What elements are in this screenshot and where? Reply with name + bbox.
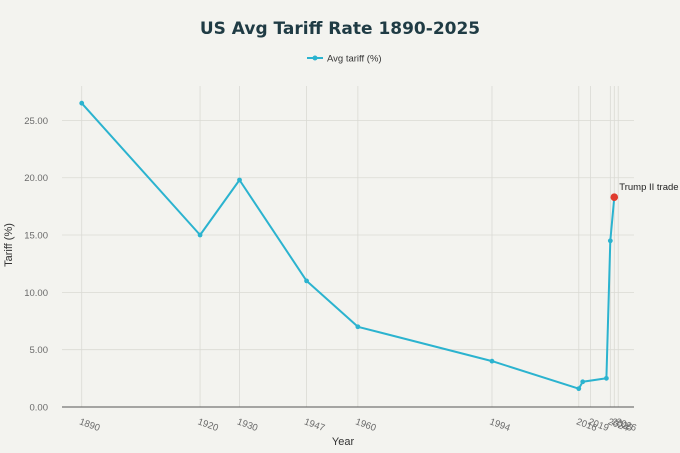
y-tick-label: 25.00 bbox=[24, 116, 48, 127]
highlight-point[interactable] bbox=[610, 193, 619, 202]
data-point[interactable] bbox=[607, 238, 613, 244]
data-point[interactable] bbox=[237, 177, 242, 183]
y-tick-label: 20.00 bbox=[24, 173, 48, 184]
annotations: Trump II trade bbox=[619, 182, 678, 193]
legend-marker bbox=[312, 55, 318, 61]
data-point[interactable] bbox=[79, 100, 85, 106]
data-point[interactable] bbox=[355, 324, 361, 330]
x-tick-label: 1947 bbox=[303, 416, 327, 434]
y-axis-ticks: 0.00 5.00 10.00 15.00 20.00 25.00 bbox=[24, 116, 48, 414]
y-tick-label: 0.00 bbox=[30, 403, 49, 414]
x-axis-label: Year bbox=[332, 436, 355, 448]
data-point[interactable] bbox=[603, 375, 609, 381]
series-avg-tariff bbox=[79, 100, 619, 392]
y-axis-label: Tariff (%) bbox=[3, 223, 15, 267]
y-tick-label: 15.00 bbox=[24, 231, 48, 242]
x-tick-label: 1960 bbox=[354, 416, 378, 434]
x-tick-label: 1920 bbox=[196, 416, 220, 434]
grid bbox=[62, 86, 634, 407]
legend[interactable]: Avg tariff (%) bbox=[307, 54, 382, 65]
x-axis-ticks: 1890 1920 1930 1947 1960 1994 2016201920242025… bbox=[78, 416, 638, 434]
x-tick-label: 1890 bbox=[78, 416, 102, 434]
annotation-label: Trump II trade bbox=[619, 182, 678, 193]
y-tick-label: 5.00 bbox=[30, 345, 49, 356]
x-tick-label: 1994 bbox=[488, 416, 512, 434]
series-line bbox=[80, 102, 616, 390]
data-point[interactable] bbox=[580, 379, 586, 385]
data-point[interactable] bbox=[304, 278, 309, 284]
legend-label: Avg tariff (%) bbox=[327, 54, 382, 65]
chart-title: US Avg Tariff Rate 1890-2025 bbox=[200, 19, 480, 39]
data-point[interactable] bbox=[576, 386, 582, 392]
x-tick-label: 1930 bbox=[235, 416, 259, 434]
data-point[interactable] bbox=[489, 358, 495, 364]
y-tick-label: 10.00 bbox=[24, 288, 48, 299]
data-point[interactable] bbox=[197, 232, 203, 238]
